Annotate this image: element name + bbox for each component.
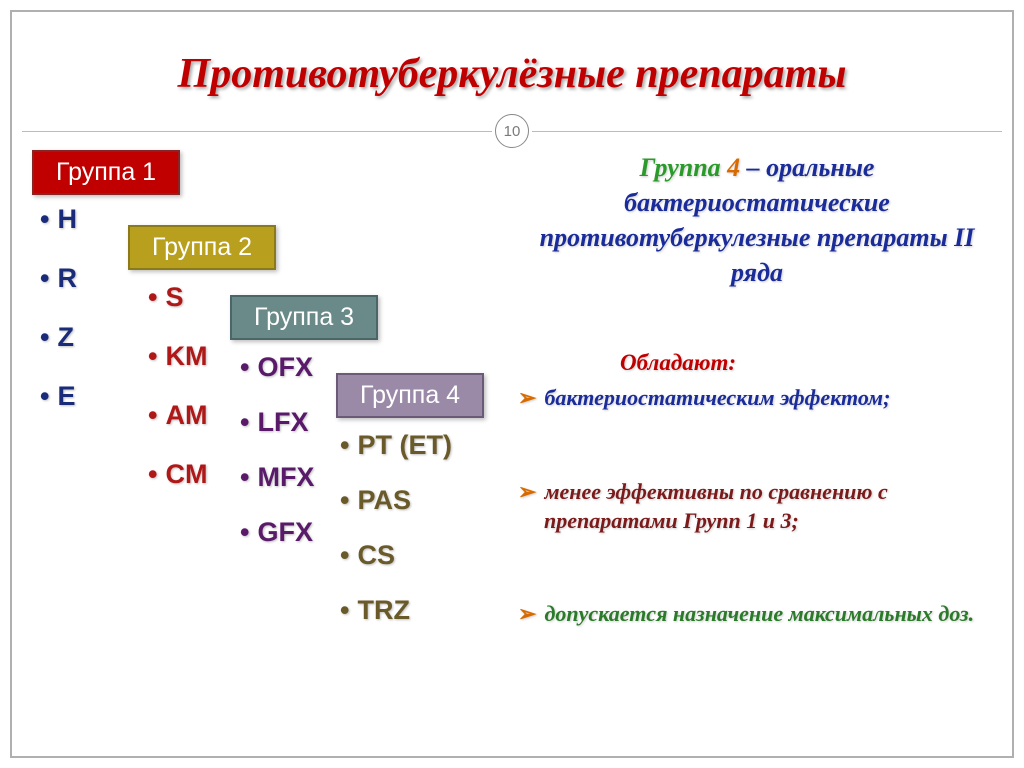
subtitle-accent: Группа (640, 153, 721, 182)
group-2-drugs: S KM AM CM (148, 282, 207, 518)
subtitle-number: 4 (727, 153, 740, 182)
group-4-drugs: PT (ET) PAS CS TRZ (340, 430, 452, 650)
subtitle-dash: – (747, 153, 767, 182)
list-item: бактериостатическим эффектом; (518, 384, 992, 413)
property-2: менее эффективны по сравнению с препарат… (518, 478, 992, 535)
list-item: OFX (240, 352, 314, 383)
group-1-drugs: H R Z E (40, 204, 77, 440)
page-title: Противотуберкулёзные препараты (0, 50, 1024, 98)
list-item: Z (40, 322, 77, 353)
divider-right (532, 131, 1002, 132)
divider-left (22, 131, 492, 132)
list-item: S (148, 282, 207, 313)
list-item: AM (148, 400, 207, 431)
list-item: LFX (240, 407, 314, 438)
page-number-badge: 10 (495, 114, 529, 148)
list-item: PAS (340, 485, 452, 516)
group-1-label: Группа 1 (32, 150, 180, 195)
list-item: KM (148, 341, 207, 372)
list-item: R (40, 263, 77, 294)
group-2-label: Группа 2 (128, 225, 276, 270)
list-item: MFX (240, 462, 314, 493)
properties-heading: Обладают: (620, 350, 736, 376)
list-item: менее эффективны по сравнению с препарат… (518, 478, 992, 535)
list-item: допускается назначение максимальных доз. (518, 600, 992, 629)
list-item: TRZ (340, 595, 452, 626)
list-item: E (40, 381, 77, 412)
list-item: H (40, 204, 77, 235)
property-1: бактериостатическим эффектом; (518, 384, 992, 413)
list-item: GFX (240, 517, 314, 548)
group-4-description: Группа 4 – оральные бактериостатические … (518, 150, 996, 290)
group-3-label: Группа 3 (230, 295, 378, 340)
group-3-drugs: OFX LFX MFX GFX (240, 352, 314, 572)
list-item: PT (ET) (340, 430, 452, 461)
group-4-label: Группа 4 (336, 373, 484, 418)
list-item: CM (148, 459, 207, 490)
property-3: допускается назначение максимальных доз. (518, 600, 992, 629)
list-item: CS (340, 540, 452, 571)
